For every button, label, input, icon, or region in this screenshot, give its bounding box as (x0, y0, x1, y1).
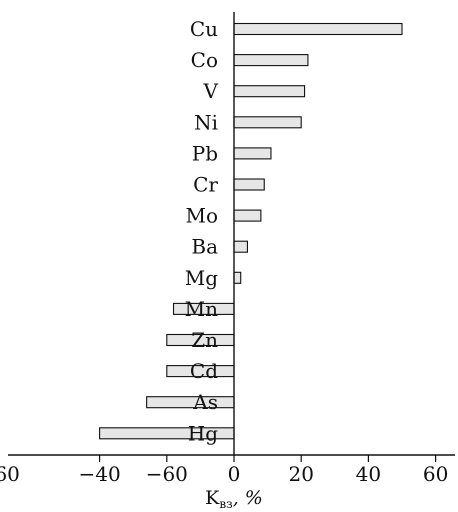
category-labels-group: Cu Co V Ni Pb Cr Mo Ba Mg Mn Zn Cd As Hg (185, 17, 219, 445)
category-label-co: Co (191, 48, 218, 72)
bar-mg (233, 271, 242, 284)
category-label-pb: Pb (192, 141, 218, 165)
x-tick-label: 40 (356, 462, 381, 486)
category-label-mg: Mg (185, 266, 218, 290)
x-tick-label: 0 (228, 462, 241, 486)
category-label-ni: Ni (194, 110, 218, 134)
x-axis-label: Kвз, % (205, 487, 263, 511)
bar-ba (233, 240, 248, 253)
category-label-mn: Mn (185, 297, 218, 321)
category-label-as: As (192, 390, 218, 414)
bar-mo (233, 209, 262, 222)
category-label-mo: Mo (185, 204, 218, 228)
x-tick-label: −60 (0, 462, 20, 486)
x-axis-label-main: K (205, 487, 220, 509)
category-label-ba: Ba (191, 235, 218, 259)
x-tick-label: 60 (423, 462, 448, 486)
x-tick-label: −60 (146, 462, 188, 486)
x-tick-label: 20 (288, 462, 313, 486)
category-label-hg: Hg (188, 421, 218, 445)
bar-cr (233, 178, 265, 191)
bars-group (99, 22, 403, 440)
bar-co (233, 54, 309, 67)
bar-ni (233, 116, 302, 129)
bar-as (146, 396, 235, 409)
category-label-v: V (203, 79, 219, 103)
bar-v (233, 85, 306, 98)
x-ticks-group: −60 −40 −60 0 20 40 60 (0, 455, 448, 486)
category-label-cu: Cu (190, 17, 218, 41)
category-label-zn: Zn (191, 328, 218, 352)
x-axis-label-subscript: вз (219, 497, 232, 511)
x-axis-label-unit: , % (233, 487, 263, 509)
bar-cu (233, 22, 403, 36)
bar-pb (233, 147, 272, 160)
category-label-cr: Cr (193, 173, 218, 197)
category-label-cd: Cd (190, 359, 218, 383)
x-tick-label: −40 (78, 462, 120, 486)
